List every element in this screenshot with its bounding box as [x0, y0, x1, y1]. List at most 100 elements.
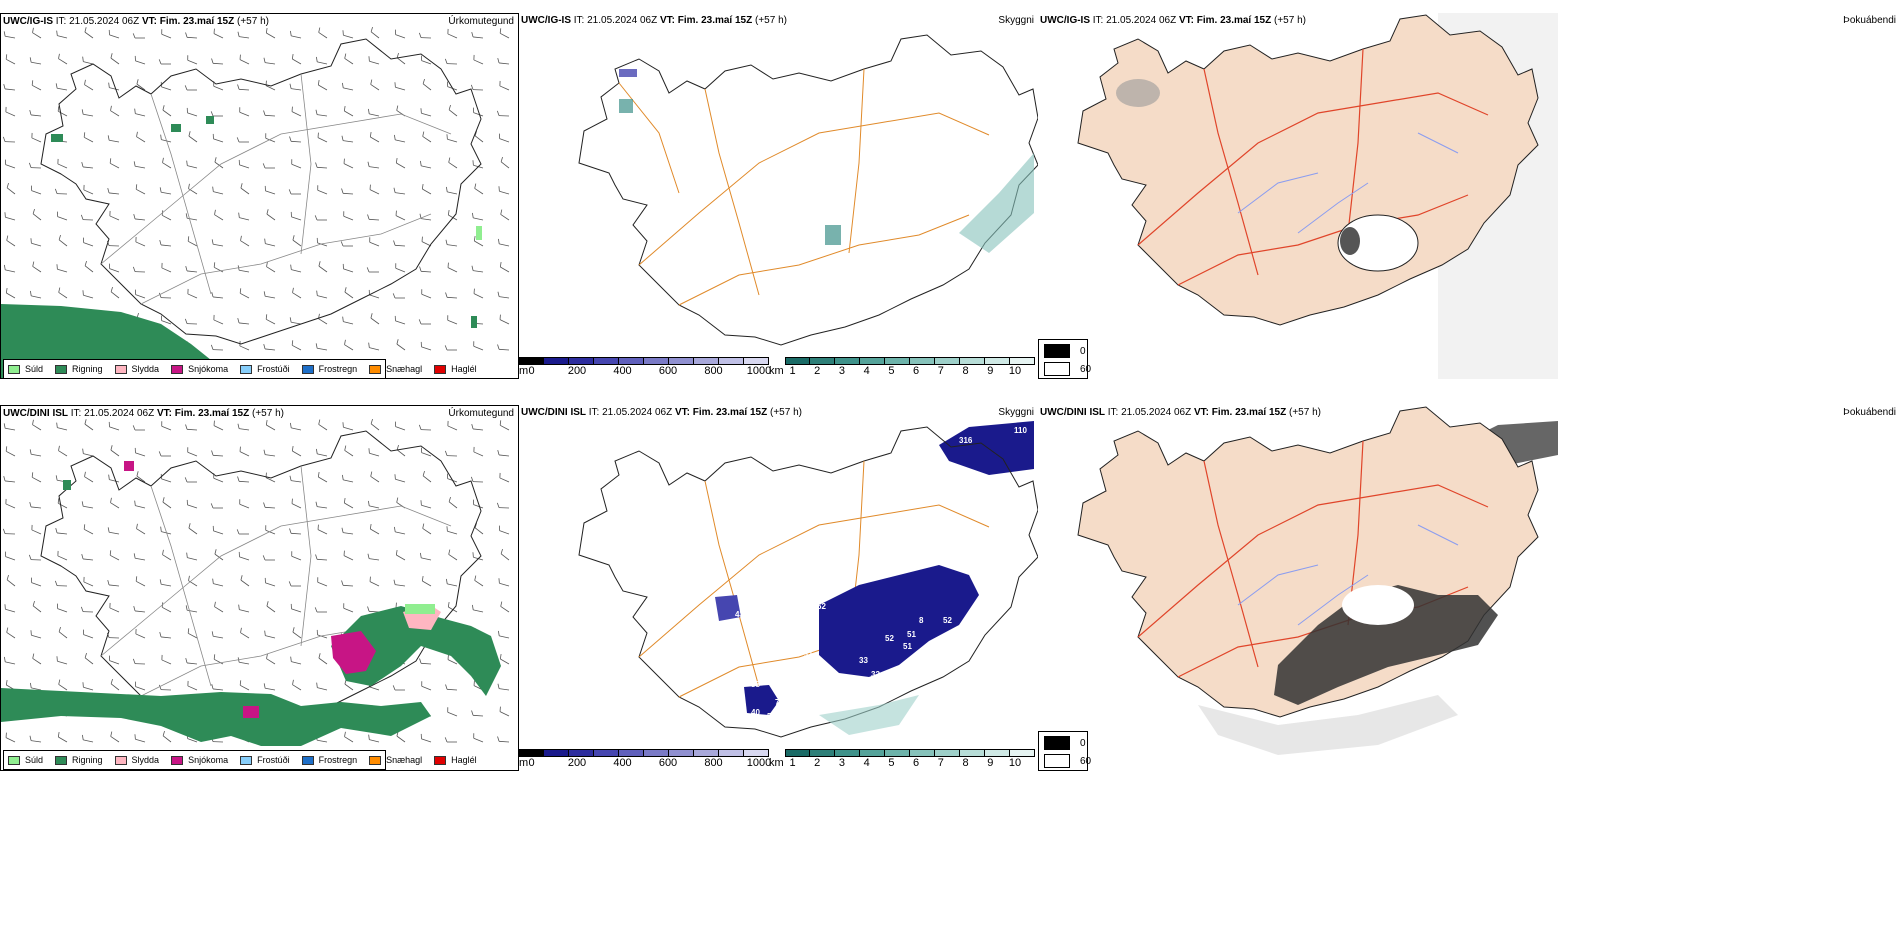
wind-barb	[162, 554, 172, 561]
tick-label: 2	[814, 365, 821, 377]
colorbar-cell	[644, 749, 669, 757]
wind-barb	[421, 112, 432, 117]
wind-barb	[447, 138, 458, 143]
wind-barb	[291, 344, 302, 351]
wind-barb	[31, 687, 42, 691]
wind-barb	[83, 581, 94, 587]
wind-barb-flag	[500, 156, 503, 162]
wind-barb	[343, 426, 354, 431]
wind-barb-flag	[214, 601, 216, 607]
colorbar-cell	[910, 749, 935, 757]
wind-barb	[394, 244, 406, 247]
wind-barb	[370, 31, 380, 39]
legend-swatch	[171, 755, 184, 765]
wind-barb	[265, 137, 276, 143]
wind-barb-flag	[32, 261, 35, 267]
wind-barb-flag	[370, 79, 373, 85]
wind-barb	[31, 453, 42, 457]
wind-barb	[291, 427, 302, 431]
legend-label: Snjókoma	[188, 364, 229, 374]
wind-barb-flag	[315, 501, 318, 507]
wind-barb-flag	[185, 658, 188, 664]
wind-barb	[396, 162, 406, 169]
wind-barb	[317, 189, 328, 195]
wind-barb-flag	[288, 189, 292, 195]
fog-legend-swatch	[1044, 754, 1070, 768]
precip-legend: Súld Rigning Slydda Snjókoma Frostúði Frostre…	[3, 359, 477, 378]
tick-label: 400	[613, 757, 632, 769]
wind-barb-flag	[499, 261, 502, 268]
wind-barb	[6, 632, 16, 639]
wind-barb-flag	[136, 471, 139, 477]
legend-label: Snæhagl	[386, 755, 423, 765]
wind-barb	[136, 136, 146, 143]
wind-barb-flag	[212, 186, 214, 192]
wind-barb	[161, 531, 172, 535]
wind-barb-flag	[499, 28, 502, 34]
wind-barb	[446, 296, 458, 299]
wind-barb-flag	[396, 497, 399, 503]
colorbar-cell	[810, 749, 835, 757]
wind-barb	[239, 556, 250, 561]
wind-barb-flag	[31, 472, 34, 478]
wind-barb	[499, 530, 510, 535]
wind-barb	[370, 423, 380, 431]
wind-barb	[500, 214, 510, 221]
wind-barb-flag	[238, 604, 240, 610]
ceiling-sea-northeast	[939, 421, 1034, 475]
rain-north-fjords	[171, 124, 181, 132]
wind-barb-flag	[497, 58, 500, 64]
wind-barb-flag	[162, 105, 165, 111]
wind-barb	[135, 633, 146, 639]
wind-barb	[395, 139, 406, 143]
wind-barb-flag	[81, 109, 84, 115]
wind-barb	[213, 477, 224, 483]
wind-barb	[344, 110, 354, 117]
ceiling-value-label: 40	[751, 708, 760, 717]
wind-barb-flag	[5, 446, 8, 452]
wind-barb	[343, 140, 354, 143]
wind-barb-flag	[471, 424, 474, 430]
wind-barb	[473, 217, 484, 221]
wind-barb-flag	[184, 477, 188, 483]
wind-barb	[344, 736, 354, 743]
wind-barb-flag	[158, 59, 162, 65]
tick-label: 800	[704, 365, 723, 377]
wind-barb-flag	[109, 158, 112, 164]
wind-barb	[239, 684, 250, 691]
wind-barb-flag	[499, 420, 502, 426]
wind-barb-flag	[446, 186, 448, 192]
map-svg	[1, 418, 510, 746]
wind-barb	[421, 165, 432, 169]
wind-barb	[84, 476, 94, 483]
wind-barb	[395, 531, 406, 535]
wind-barb-flag	[314, 215, 318, 221]
wind-barb	[369, 558, 380, 561]
wind-barb	[265, 529, 276, 535]
precip-legend: Súld Rigning Slydda Snjókoma Frostúði Frostre…	[3, 750, 477, 770]
wind-barb	[473, 504, 484, 509]
panel-title: UWC/IG-IS IT: 21.05.2024 06Z VT: Fim. 23…	[521, 15, 787, 26]
tick-label: 10	[1008, 757, 1022, 769]
wind-barb	[239, 428, 250, 431]
colorbar-cell	[935, 749, 960, 757]
wind-barb	[266, 266, 276, 273]
wind-barb-flag	[3, 476, 6, 482]
wind-barb-flag	[419, 266, 422, 272]
wind-barb-flag	[110, 445, 113, 451]
wind-barb	[213, 33, 224, 39]
wind-barb	[161, 425, 172, 431]
wind-barb	[292, 684, 302, 691]
wind-barb	[344, 450, 354, 457]
wind-barb	[31, 506, 42, 509]
wind-barb-flag	[31, 80, 34, 86]
wind-barb	[420, 662, 432, 665]
wind-barb-flag	[315, 554, 318, 560]
wind-barb	[162, 735, 172, 743]
tick-label: 600	[658, 757, 678, 769]
wind-barb	[472, 714, 484, 717]
legend-item: Snæhagl	[369, 755, 422, 765]
wind-barb-flag	[314, 607, 318, 613]
fog-legend-swatch	[1044, 344, 1070, 358]
